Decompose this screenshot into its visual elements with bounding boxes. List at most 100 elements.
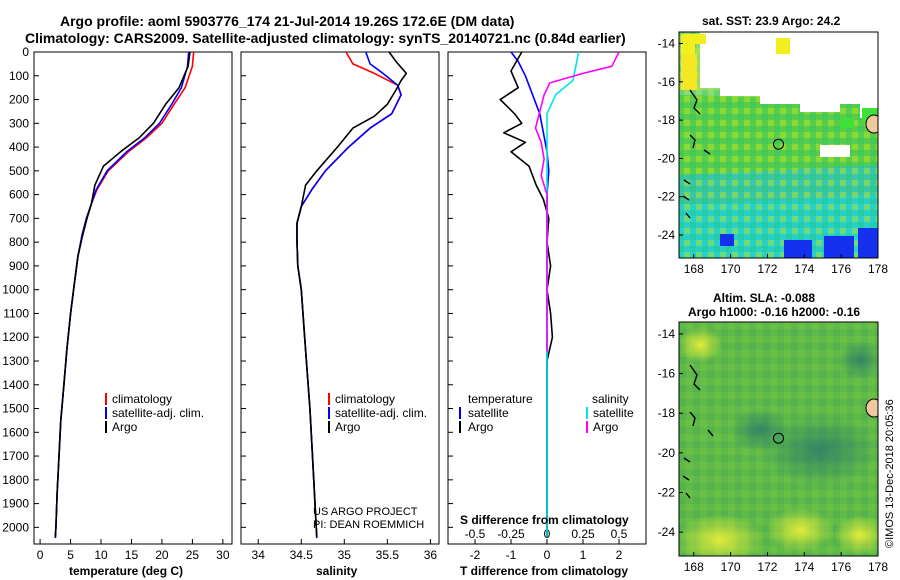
depth-tick-label: 1800 [2, 473, 29, 487]
map-y-tick-label: -22 [658, 486, 676, 500]
map-y-tick-label: -22 [658, 190, 676, 204]
map-x-tick-label: 174 [794, 262, 814, 276]
x-tick-label: 0 [544, 548, 551, 562]
s-tick-label: -0.5 [465, 527, 486, 541]
credit-pi: PI: DEAN ROEMMICH [313, 519, 424, 531]
sla-coastline [682, 364, 714, 499]
map-y-tick-label: -16 [658, 367, 676, 381]
legend-sal-satellite-label: satellite [593, 406, 634, 420]
sst-landmass [865, 114, 878, 134]
series-line-argo [54, 51, 191, 537]
salinity-panel-frame [240, 51, 440, 545]
depth-tick-label: 1300 [2, 354, 29, 368]
legend-salinity-header: salinity [592, 392, 629, 406]
map-y-tick-label: -14 [658, 36, 676, 50]
sst-yellow-patch [681, 54, 697, 90]
x-tick-label: 34.5 [290, 548, 314, 562]
difference-legend: temperature satellite Argo salinity sate… [459, 392, 634, 434]
series-line-temperature-argo [499, 51, 554, 537]
depth-tick-label: 2000 [2, 520, 29, 534]
depth-tick-label: 1700 [2, 449, 29, 463]
legend-argo-label: Argo [112, 420, 138, 434]
s-tick-label: 0.25 [571, 527, 595, 541]
depth-tick-label: 1200 [2, 330, 29, 344]
legend-temperature-header: temperature [468, 392, 533, 406]
sla-map [679, 322, 878, 556]
temperature-legend: climatology satellite-adj. clim. Argo [105, 392, 204, 434]
s-tick-label: -0.25 [497, 527, 525, 541]
sst-blue-patch [824, 236, 854, 258]
map-x-tick-label: 172 [757, 560, 777, 574]
map-x-tick-label: 176 [831, 262, 851, 276]
depth-tick-label: 800 [9, 235, 29, 249]
depth-tick-label: 700 [9, 211, 29, 225]
sla-landmass [865, 398, 878, 418]
legend-satellite-label: satellite-adj. clim. [335, 406, 427, 420]
series-line-salinity-satellite [546, 51, 580, 537]
depth-tick-label: 1600 [2, 425, 29, 439]
map-y-tick-label: -24 [658, 525, 676, 539]
x-tick-label: 2 [616, 548, 623, 562]
sla-map-title: Altim. SLA: -0.088 [713, 291, 815, 305]
depth-tick-label: 0 [22, 45, 29, 59]
sst-blue-patch [784, 240, 812, 258]
series-line-salinity-argo [534, 51, 620, 352]
depth-tick-label: 100 [9, 69, 29, 83]
sst-blue-patch [720, 234, 734, 246]
sla-yellow-patch [766, 508, 834, 552]
s-tick-label: 0.5 [611, 527, 628, 541]
temperature-axis-label: temperature (deg C) [69, 564, 183, 578]
x-tick-label: 20 [155, 548, 169, 562]
map-axes-layer: 168 170 172 174 176 178 -14 -16 -18 -20 -22 -24 168 1… [658, 36, 889, 574]
axes-layer: 0100200300400500600700800900100011001200… [2, 45, 627, 562]
x-tick-label: 10 [94, 548, 108, 562]
sla-yellow-patch [679, 514, 764, 556]
x-tick-label: 1 [580, 548, 587, 562]
map-y-tick-label: -18 [658, 406, 676, 420]
map-y-tick-label: -14 [658, 327, 676, 341]
depth-tick-label: 200 [9, 93, 29, 107]
sst-yellow-patch [681, 34, 695, 54]
series-line-temperature-satellite [510, 51, 550, 537]
sla-map-frame [678, 321, 879, 557]
map-y-tick-label: -16 [658, 75, 676, 89]
map-x-tick-label: 170 [721, 262, 741, 276]
legend-argo-label: Argo [335, 420, 361, 434]
sla-yellow-patch [834, 515, 878, 555]
salinity-legend: climatology satellite-adj. clim. Argo US… [313, 392, 427, 531]
map-y-tick-label: -24 [658, 228, 676, 242]
depth-tick-label: 300 [9, 116, 29, 130]
map-x-tick-label: 170 [721, 560, 741, 574]
map-x-tick-label: 178 [868, 262, 888, 276]
legend-sal-argo-label: Argo [593, 420, 619, 434]
sla-yellow-patch [679, 327, 722, 363]
series-line-argo [296, 51, 408, 537]
legend-satellite-label: satellite-adj. clim. [112, 406, 204, 420]
depth-tick-label: 1000 [2, 283, 29, 297]
series-line-climatology [54, 51, 195, 539]
map-x-tick-label: 168 [684, 262, 704, 276]
x-tick-label: 34 [252, 548, 266, 562]
sst-cloud-mask [700, 32, 878, 118]
sst-cyan-patch [820, 145, 850, 157]
legend-climatology-label: climatology [112, 392, 172, 406]
map-y-tick-label: -20 [658, 446, 676, 460]
x-tick-label: 25 [186, 548, 200, 562]
depth-tick-label: 600 [9, 188, 29, 202]
map-x-tick-label: 174 [794, 560, 814, 574]
x-tick-label: 30 [216, 548, 230, 562]
map-x-tick-label: 168 [684, 560, 704, 574]
t-difference-axis-label: T difference from climatology [460, 564, 628, 578]
title-line-2: Climatology: CARS2009. Satellite-adjuste… [25, 30, 626, 46]
x-tick-label: -2 [470, 548, 481, 562]
sla-argo-marker [773, 432, 784, 444]
title-line-1: Argo profile: aoml 5903776_174 21-Jul-20… [60, 13, 514, 29]
salinity-axis-label: salinity [316, 564, 358, 578]
map-y-tick-label: -20 [658, 151, 676, 165]
sla-dark-eddy [838, 340, 878, 380]
imos-credit: ©IMOS 13-Dec-2018 20:05:36 [884, 399, 896, 548]
depth-tick-label: 500 [9, 164, 29, 178]
legend-climatology-label: climatology [335, 392, 395, 406]
depth-tick-label: 1900 [2, 497, 29, 511]
